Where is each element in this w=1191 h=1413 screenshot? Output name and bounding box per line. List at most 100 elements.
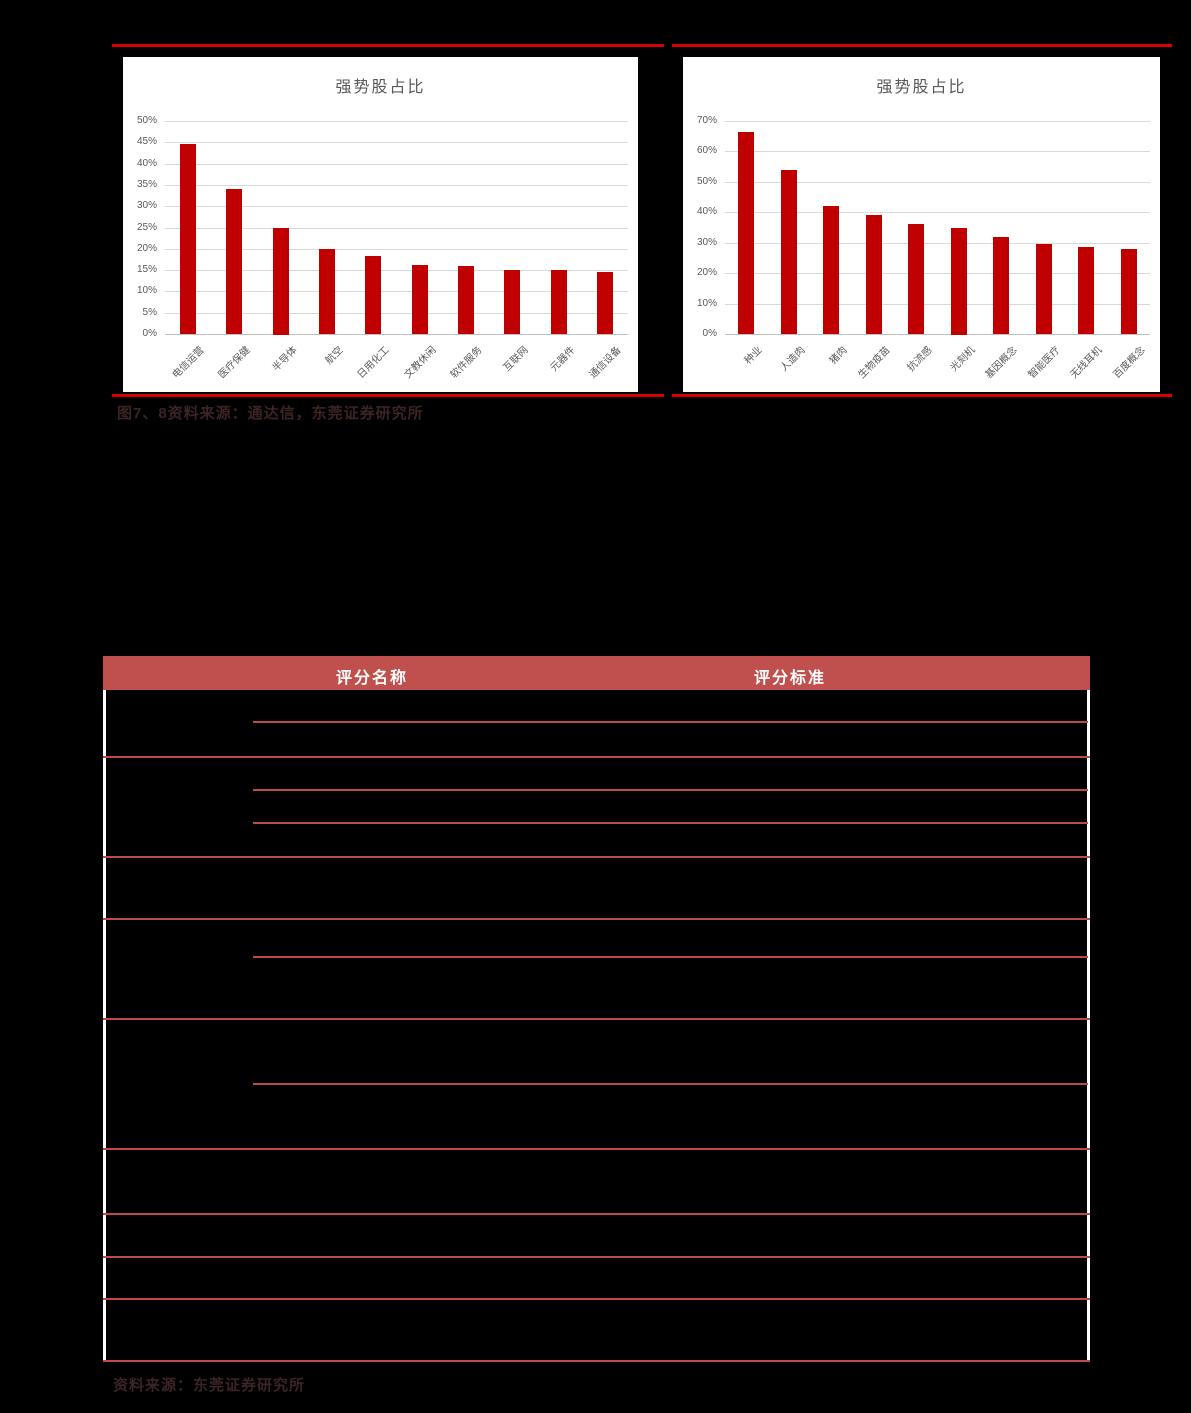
- bar-chart-strong-stocks-by-industry: 强势股占比 0% 5% 10% 15% 20% 25% 30% 35% 40% 45% 50% 电信运营…: [123, 57, 638, 392]
- y-axis-tick-label: 50%: [136, 115, 157, 126]
- bar-种业: [738, 132, 754, 334]
- x-axis-category-label: 互联网: [501, 344, 531, 374]
- gridline: [165, 291, 628, 292]
- y-axis-tick-label: 10%: [136, 285, 157, 296]
- x-axis-category-label: 无线耳机: [1068, 344, 1105, 381]
- gridline: [725, 304, 1150, 305]
- score-table-header: 评分名称 评分标准: [103, 656, 1090, 690]
- x-axis-category-label: 通信设备: [587, 344, 624, 381]
- bar-航空: [319, 249, 335, 334]
- gridline: [165, 142, 628, 143]
- x-axis-category-label: 智能医疗: [1026, 344, 1063, 381]
- gridline: [165, 185, 628, 186]
- y-axis-tick-label: 20%: [696, 267, 717, 278]
- table-row-separator: [103, 756, 1090, 758]
- table-row-separator: [103, 1298, 1090, 1300]
- x-axis-category-label: 医疗保健: [216, 344, 253, 381]
- table-row-separator: [103, 1256, 1090, 1258]
- bar-日用化工: [365, 256, 381, 334]
- score-table-left-border: [103, 690, 106, 1361]
- bar-chart-strong-stocks-by-concept: 强势股占比 0% 10% 20% 30% 40% 50% 60% 70% 种业 人造肉 猪肉 生物疫苗抗…: [683, 57, 1160, 392]
- gridline: [725, 273, 1150, 274]
- x-axis-category-label: 元器件: [548, 344, 578, 374]
- figure-bottom-rule-right: [672, 394, 1172, 397]
- bar-互联网: [504, 270, 520, 334]
- x-axis-category-label: 人造肉: [778, 344, 808, 374]
- gridline: [725, 151, 1150, 152]
- gridline: [165, 313, 628, 314]
- x-axis-category-label: 基因概念: [983, 344, 1020, 381]
- bar-人造肉: [781, 170, 797, 334]
- gridline: [165, 249, 628, 250]
- y-axis-tick-label: 5%: [142, 307, 157, 318]
- y-axis-tick-label: 30%: [696, 237, 717, 248]
- bar-文教休闲: [412, 265, 428, 334]
- bar-软件服务: [458, 266, 474, 334]
- figure-bottom-rule-left: [112, 394, 664, 397]
- table-row-separator: [103, 856, 1090, 858]
- gridline: [725, 121, 1150, 122]
- score-table-col-criteria: 评分标准: [753, 670, 826, 687]
- table-subrow-separator: [253, 956, 1088, 958]
- score-table-col-name: 评分名称: [335, 670, 408, 687]
- gridline: [165, 206, 628, 207]
- y-axis-tick-label: 40%: [696, 206, 717, 217]
- figure-top-rule-left: [112, 44, 664, 47]
- bar-猪肉: [823, 206, 839, 334]
- gridline: [165, 164, 628, 165]
- bar-基因概念: [993, 237, 1009, 334]
- bar-元器件: [551, 270, 567, 334]
- table-row-separator: [103, 1148, 1090, 1150]
- bar-半导体: [273, 228, 289, 335]
- x-axis-line: [165, 334, 628, 335]
- gridline: [725, 182, 1150, 183]
- bar-电信运营: [180, 144, 196, 334]
- x-axis-category-label: 种业: [742, 344, 765, 367]
- table-subrow-separator: [253, 721, 1088, 723]
- gridline: [725, 212, 1150, 213]
- table-row-separator: [103, 1360, 1090, 1362]
- y-axis-tick-label: 70%: [696, 115, 717, 126]
- y-axis-tick-label: 0%: [702, 328, 717, 339]
- x-axis-category-label: 半导体: [270, 344, 300, 374]
- x-axis-category-label: 生物疫苗: [856, 344, 893, 381]
- table-row-separator: [103, 1018, 1090, 1020]
- bar-百度概念: [1121, 249, 1137, 334]
- chart-title: 强势股占比: [876, 79, 967, 96]
- gridline: [725, 243, 1150, 244]
- gridline: [165, 270, 628, 271]
- y-axis-tick-label: 0%: [142, 328, 157, 339]
- gridline: [165, 121, 628, 122]
- x-axis-category-label: 电信运营: [170, 344, 207, 381]
- bar-医疗保健: [226, 189, 242, 334]
- figure-top-rule-right: [672, 44, 1172, 47]
- bar-通信设备: [597, 272, 613, 334]
- table-subrow-separator: [253, 822, 1088, 824]
- x-axis-category-label: 日用化工: [355, 344, 392, 381]
- x-axis-category-label: 文教休闲: [402, 344, 439, 381]
- y-axis-tick-label: 50%: [696, 176, 717, 187]
- y-axis-tick-label: 25%: [136, 222, 157, 233]
- y-axis-tick-label: 20%: [136, 243, 157, 254]
- x-axis-category-label: 抗流感: [905, 344, 935, 374]
- table-subrow-separator: [253, 789, 1088, 791]
- y-axis-tick-label: 40%: [136, 158, 157, 169]
- y-axis-tick-label: 45%: [136, 136, 157, 147]
- x-axis-category-label: 猪肉: [827, 344, 850, 367]
- bar-光刻机: [951, 228, 967, 335]
- y-axis-tick-label: 10%: [696, 298, 717, 309]
- x-axis-category-label: 百度概念: [1111, 344, 1148, 381]
- y-axis-tick-label: 35%: [136, 179, 157, 190]
- y-axis-tick-label: 30%: [136, 200, 157, 211]
- bar-抗流感: [908, 224, 924, 334]
- x-axis-category-label: 航空: [323, 344, 346, 367]
- score-table-right-border: [1087, 690, 1090, 1361]
- x-axis-category-label: 软件服务: [448, 344, 485, 381]
- x-axis-category-label: 光刻机: [948, 344, 978, 374]
- table-source-note: 资料来源：东莞证券研究所: [113, 1377, 306, 1394]
- table-row-separator: [103, 1213, 1090, 1215]
- y-axis-tick-label: 15%: [136, 264, 157, 275]
- bar-生物疫苗: [866, 215, 882, 334]
- gridline: [165, 228, 628, 229]
